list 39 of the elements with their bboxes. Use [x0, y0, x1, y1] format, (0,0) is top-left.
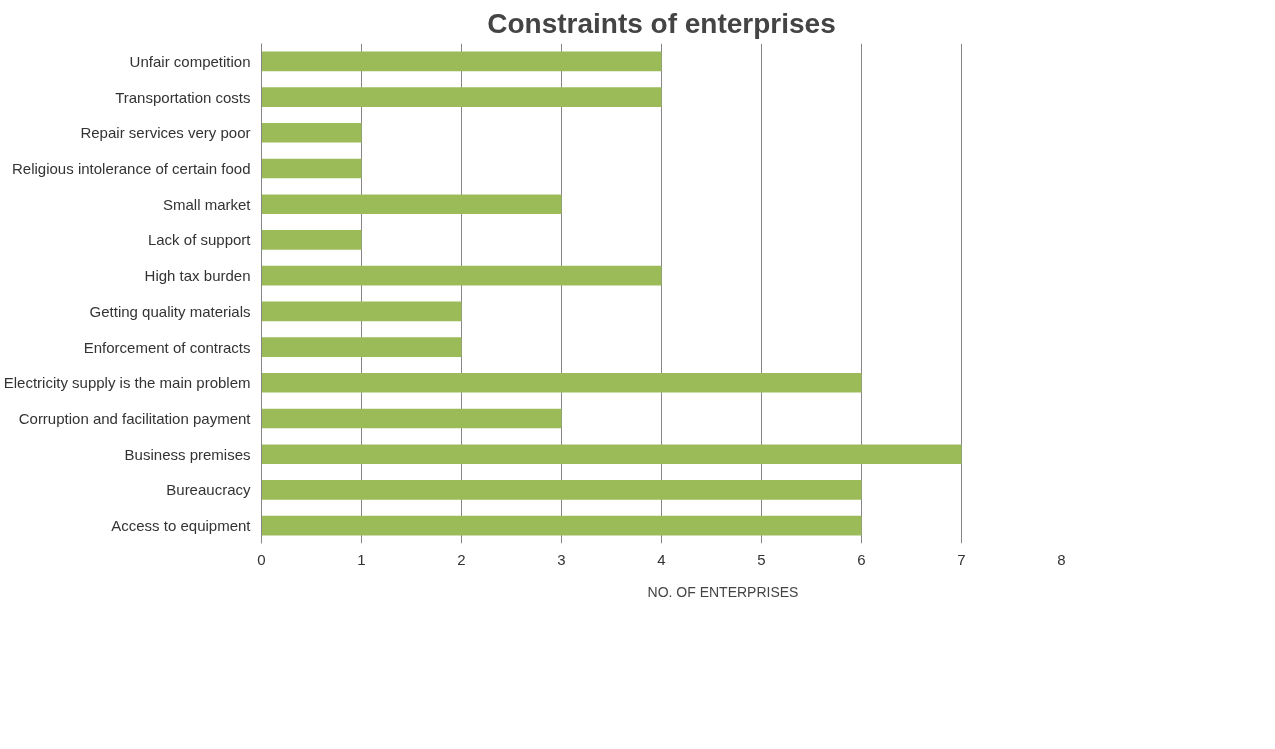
y-tick-label: Bureaucracy — [166, 481, 251, 499]
y-tick-label: Small market — [162, 195, 252, 213]
bar — [261, 265, 662, 286]
bar — [261, 301, 462, 322]
y-tick-label: Religious intolerance of certain food — [12, 160, 251, 177]
x-tick-label: 5 — [757, 550, 766, 568]
y-tick-label: Lack of support — [147, 231, 252, 249]
x-tick-label: 3 — [557, 550, 566, 568]
y-tick-label: Electricity supply is the main problem — [3, 374, 251, 392]
x-tick-label: 1 — [357, 550, 366, 568]
y-tick-label: Access to equipment — [111, 517, 252, 535]
y-tick-label: Unfair competition — [129, 52, 251, 70]
bar — [261, 444, 962, 465]
y-tick-label: Corruption and facilitation payment — [18, 410, 252, 427]
bar — [261, 194, 562, 215]
bar — [261, 337, 462, 357]
x-tick-label: 6 — [857, 550, 866, 568]
y-tick-label: Getting quality materials — [89, 302, 251, 320]
x-tick-label: 8 — [1057, 550, 1066, 568]
y-tick-label: High tax burden — [144, 267, 251, 285]
bar — [261, 230, 362, 250]
y-tick-label: Enforcement of contracts — [83, 338, 251, 356]
x-tick-label: 0 — [257, 550, 266, 568]
x-tick-label: 4 — [657, 550, 666, 568]
bar — [261, 87, 662, 107]
bar — [261, 51, 662, 72]
bar — [261, 480, 862, 500]
text: NO. OF ENTERPRISES — [647, 584, 799, 600]
x-tick-label: 7 — [957, 550, 966, 568]
bar — [261, 408, 562, 429]
y-tick-label: Transportation costs — [115, 88, 251, 106]
bar — [261, 515, 862, 536]
chart-title: Constraints of enterprises — [487, 7, 836, 39]
bar — [261, 372, 862, 393]
y-tick-label: Repair services very poor — [80, 124, 251, 142]
y-tick-label: Business premises — [124, 445, 251, 463]
bar — [261, 122, 362, 143]
x-tick-label: 2 — [457, 550, 466, 568]
bar — [261, 158, 362, 179]
